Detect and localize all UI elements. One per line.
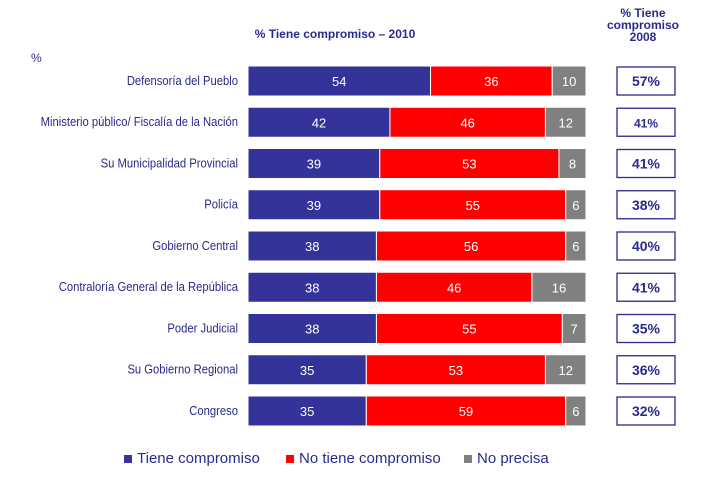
bar-segment	[247, 271, 377, 303]
bar-segment	[247, 395, 367, 427]
data-label: 7	[571, 322, 578, 337]
bar-segment	[551, 65, 587, 97]
bar-segment	[379, 189, 567, 221]
data-label: 6	[572, 404, 579, 419]
data-label: 53	[462, 157, 476, 172]
unit-label: %	[31, 51, 42, 65]
bar-segment	[247, 65, 432, 97]
comparison-box	[616, 190, 676, 220]
bar-segment	[430, 65, 553, 97]
bar-segment	[544, 106, 587, 138]
comparison-box	[616, 355, 676, 385]
data-label: 39	[307, 198, 321, 213]
data-label: 55	[462, 322, 476, 337]
bar-segment	[247, 354, 367, 386]
data-label: 35	[300, 404, 314, 419]
comparison-value: 41%	[634, 116, 658, 130]
bar-segment	[375, 230, 567, 262]
legend-label: No precisa	[477, 450, 549, 467]
bar-segment	[531, 271, 587, 303]
comparison-value: 41%	[632, 156, 661, 172]
comparison-value: 38%	[632, 197, 661, 213]
comparison-box	[616, 272, 676, 302]
bar-segment	[544, 354, 587, 386]
comparison-value: 41%	[632, 279, 661, 295]
category-label: Ministerio público/ Fiscalía de la Nació…	[41, 115, 238, 130]
data-label: 46	[460, 115, 474, 130]
bar-segment	[561, 313, 587, 344]
bar-segment	[365, 354, 546, 386]
data-label: 38	[305, 239, 319, 254]
comparison-value: 40%	[632, 238, 661, 254]
category-label: Gobierno Central	[152, 238, 238, 253]
data-label: 36	[484, 74, 498, 89]
chart-title: % Tiene compromiso – 2010	[254, 27, 416, 41]
category-label: Defensoría del Pueblo	[127, 73, 239, 88]
bar-segment	[247, 189, 381, 221]
category-label: Policía	[204, 197, 238, 212]
legend-label: Tiene compromiso	[137, 450, 260, 467]
data-label: 54	[332, 74, 346, 89]
bar-segment	[389, 106, 546, 138]
data-label: 10	[562, 74, 576, 89]
data-label: 8	[569, 157, 576, 172]
comparison-value: 57%	[632, 73, 661, 89]
category-label: Poder Judicial	[167, 321, 238, 336]
category-label: Su Gobierno Regional	[127, 362, 238, 377]
bar-segment	[247, 148, 381, 179]
comparison-value: 32%	[632, 403, 661, 419]
data-label: 35	[300, 363, 314, 378]
data-label: 12	[558, 115, 572, 130]
bar-segment	[558, 148, 587, 179]
bar-segment	[247, 230, 377, 262]
bar-segment	[565, 189, 587, 221]
data-label: 56	[464, 239, 478, 254]
bar-segment	[565, 230, 587, 262]
data-label: 12	[558, 363, 572, 378]
comparison-box	[616, 313, 676, 344]
category-label: Su Municipalidad Provincial	[101, 156, 238, 171]
category-label: Contraloría General de la República	[59, 280, 239, 295]
data-label: 38	[305, 280, 319, 295]
legend-label: No tiene compromiso	[299, 450, 441, 467]
data-label: 6	[572, 239, 579, 254]
data-label: 16	[552, 280, 566, 295]
comparison-value: 36%	[632, 362, 661, 378]
comparison-value: 35%	[632, 321, 661, 337]
data-label: 53	[449, 363, 463, 378]
bar-segment	[247, 106, 391, 138]
comparison-box	[616, 148, 676, 179]
bar-segment	[375, 313, 563, 344]
comparison-box	[616, 396, 676, 426]
legend-swatch	[286, 455, 294, 463]
legend-swatch	[124, 455, 132, 463]
data-label: 42	[312, 115, 326, 130]
comparison-box	[616, 66, 676, 96]
data-label: 39	[307, 157, 321, 172]
data-label: 59	[459, 404, 473, 419]
data-label: 38	[305, 322, 319, 337]
comparison-box	[616, 107, 676, 137]
comparison-title: % Tiene compromiso 2008	[606, 6, 679, 44]
data-label: 6	[572, 198, 579, 213]
category-label: Congreso	[189, 403, 238, 418]
data-label: 55	[466, 198, 480, 213]
data-label: 46	[447, 280, 461, 295]
legend-swatch	[464, 455, 472, 463]
comparison-box	[616, 231, 676, 261]
bar-segment	[565, 395, 587, 427]
bar-segment	[375, 271, 533, 303]
